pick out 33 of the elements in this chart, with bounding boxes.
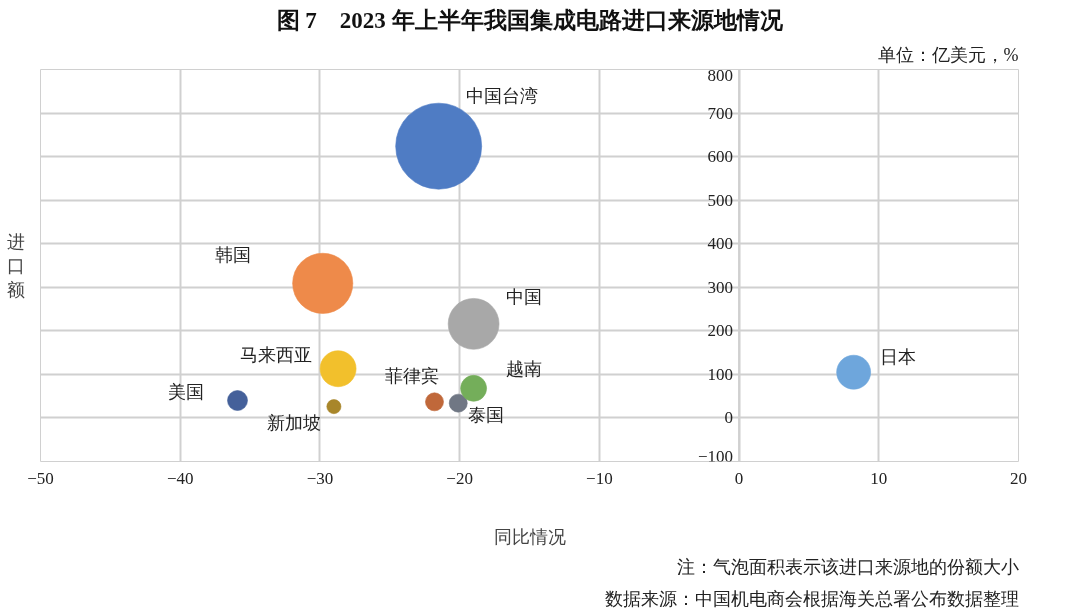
y-axis-title: 进口额	[6, 231, 25, 300]
x-axis-title: 同比情况	[493, 526, 566, 547]
x-tick-label: −30	[306, 468, 334, 488]
chart-title: 图 7 2023 年上半年我国集成电路进口来源地情况	[276, 7, 784, 33]
y-tick-label: 500	[707, 190, 734, 210]
x-tick-label: −40	[166, 468, 194, 488]
series-label: 越南	[505, 359, 542, 380]
y-tick-label: 100	[707, 364, 734, 384]
y-tick-label: 600	[707, 147, 734, 167]
x-tick-label: 10	[870, 468, 888, 488]
y-tick-label: 400	[707, 234, 734, 254]
y-tick-label: 0	[724, 408, 734, 428]
series-label: 中国台湾	[465, 86, 538, 107]
x-tick-label: −50	[27, 468, 54, 488]
series-label: 新加坡	[266, 412, 321, 433]
y-tick-label: 800	[707, 65, 734, 85]
x-tick-label: −20	[446, 468, 473, 488]
x-tick-label: 20	[1010, 468, 1027, 488]
x-tick-label: −10	[586, 468, 613, 488]
series-label: 日本	[879, 347, 916, 368]
series-label: 美国	[168, 381, 205, 402]
y-tick-label: 200	[707, 321, 734, 341]
text: 单位：亿美元，%	[877, 44, 1019, 65]
series-label: 泰国	[468, 405, 505, 426]
series-label: 菲律宾	[385, 365, 440, 386]
text: 韩国	[214, 245, 251, 266]
text: 注：气泡面积表示该进口来源地的份额大小	[676, 556, 1019, 577]
series-label: 马来西亚	[240, 344, 313, 365]
source-note: 数据来源：中国机电商会根据海关总署公布数据整理	[604, 588, 1019, 609]
y-tick-label: −100	[697, 446, 734, 466]
y-tick-label: 700	[707, 103, 734, 123]
series-label: 中国	[505, 286, 542, 307]
y-tick-label: 300	[707, 277, 734, 297]
